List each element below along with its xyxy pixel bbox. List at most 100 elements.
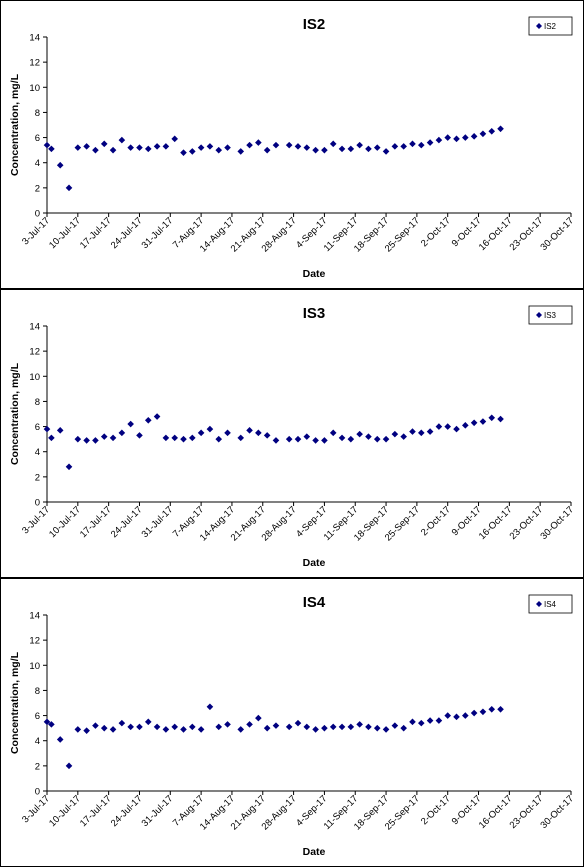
chart-title: IS3 xyxy=(303,305,326,322)
data-point xyxy=(321,724,328,732)
y-tick-label: 2 xyxy=(35,183,40,194)
data-point xyxy=(303,433,311,440)
data-point xyxy=(109,726,117,733)
data-point xyxy=(391,722,399,729)
y-tick-label: 14 xyxy=(29,322,40,333)
x-tick-label: 31-Jul-17 xyxy=(140,215,176,251)
data-point xyxy=(180,726,187,733)
data-point xyxy=(246,427,253,434)
data-point xyxy=(426,717,434,724)
chart-panel-is3: IS3 0 2 4 6 8 10 12 14 3-Jul-17 10-Jul-17 17-Jul-17… xyxy=(0,289,584,578)
data-point xyxy=(56,427,64,434)
data-point xyxy=(109,146,117,154)
data-point xyxy=(224,144,231,151)
data-point xyxy=(83,143,90,150)
data-point xyxy=(338,723,346,731)
data-point xyxy=(189,148,196,155)
x-tick-label: 2-Oct-17 xyxy=(419,215,453,249)
data-point xyxy=(224,429,231,437)
data-point xyxy=(127,144,134,151)
data-point xyxy=(462,712,469,719)
y-tick-label: 12 xyxy=(29,347,40,358)
data-point xyxy=(347,723,355,731)
y-tick-label: 0 xyxy=(35,498,40,509)
data-point xyxy=(462,134,469,141)
data-point xyxy=(189,723,196,731)
y-tick-label: 2 xyxy=(35,761,40,772)
data-point xyxy=(444,423,452,430)
y-tick-label: 0 xyxy=(35,209,40,220)
data-point xyxy=(497,705,504,713)
x-tick-label: 24-Jul-17 xyxy=(109,504,145,540)
y-tick-label: 8 xyxy=(35,108,40,119)
data-point xyxy=(43,141,51,149)
data-point xyxy=(488,414,496,422)
data-point xyxy=(74,726,82,733)
data-point xyxy=(100,433,108,440)
data-point xyxy=(435,423,443,430)
data-point xyxy=(400,724,407,732)
x-tick-label: 24-Jul-17 xyxy=(109,215,145,251)
legend-marker xyxy=(536,312,542,318)
data-point xyxy=(83,727,90,734)
data-point xyxy=(347,435,355,443)
data-point xyxy=(197,429,205,437)
x-tick-label: 24-Jul-17 xyxy=(109,793,145,829)
data-point xyxy=(215,146,223,154)
chart-svg: IS3024681012143-Jul-1710-Jul-1717-Jul-17… xyxy=(9,305,576,569)
data-point xyxy=(263,432,271,439)
x-tick-label: 10-Jul-17 xyxy=(47,793,83,829)
y-tick-label: 6 xyxy=(35,422,40,433)
data-point xyxy=(373,724,381,732)
legend-box xyxy=(528,305,573,325)
chart-title: IS2 xyxy=(303,16,326,33)
data-point xyxy=(83,437,90,444)
data-point xyxy=(426,139,434,146)
data-point xyxy=(453,425,460,433)
data-point xyxy=(246,721,253,728)
x-tick-label: 30-Oct-17 xyxy=(538,504,576,542)
data-point xyxy=(153,143,161,150)
x-tick-label: 2-Oct-17 xyxy=(419,504,453,538)
data-point xyxy=(417,719,425,727)
y-axis-label: Concentration, mg/L xyxy=(9,362,21,465)
data-point xyxy=(382,148,390,155)
data-point xyxy=(74,435,82,443)
data-point xyxy=(400,433,407,440)
legend-box xyxy=(528,16,573,36)
x-axis-label: Date xyxy=(303,846,326,858)
data-point xyxy=(453,713,460,721)
x-tick-label: 31-Jul-17 xyxy=(140,504,176,540)
data-point xyxy=(329,140,337,148)
data-point xyxy=(338,145,346,153)
data-point xyxy=(435,136,443,144)
x-tick-label: 17-Jul-17 xyxy=(78,793,114,829)
data-point xyxy=(127,420,134,428)
data-point xyxy=(444,712,452,719)
data-point xyxy=(153,723,161,731)
x-tick-label: 31-Jul-17 xyxy=(140,793,176,829)
x-tick-label: 30-Oct-17 xyxy=(538,793,576,831)
data-point xyxy=(246,141,253,149)
data-point xyxy=(453,135,460,143)
data-point xyxy=(65,762,73,770)
y-tick-label: 6 xyxy=(35,711,40,722)
data-point xyxy=(162,726,170,733)
chart-panel-is4: IS4 0 2 4 6 8 10 12 14 3-Jul-17 10-Jul-17 17-Jul-17… xyxy=(0,578,584,867)
data-point xyxy=(409,428,416,435)
x-axis-label: Date xyxy=(303,268,326,280)
data-point xyxy=(92,146,99,154)
data-point xyxy=(285,141,293,149)
y-tick-label: 8 xyxy=(35,397,40,408)
data-point xyxy=(417,141,425,149)
data-point xyxy=(118,136,126,144)
y-tick-label: 0 xyxy=(35,787,40,798)
data-point xyxy=(321,437,328,444)
data-point xyxy=(488,705,496,713)
data-point xyxy=(373,435,381,443)
data-point xyxy=(497,415,504,423)
data-point xyxy=(470,133,478,140)
data-point xyxy=(74,144,82,151)
data-point xyxy=(488,127,496,135)
data-point xyxy=(255,429,262,437)
